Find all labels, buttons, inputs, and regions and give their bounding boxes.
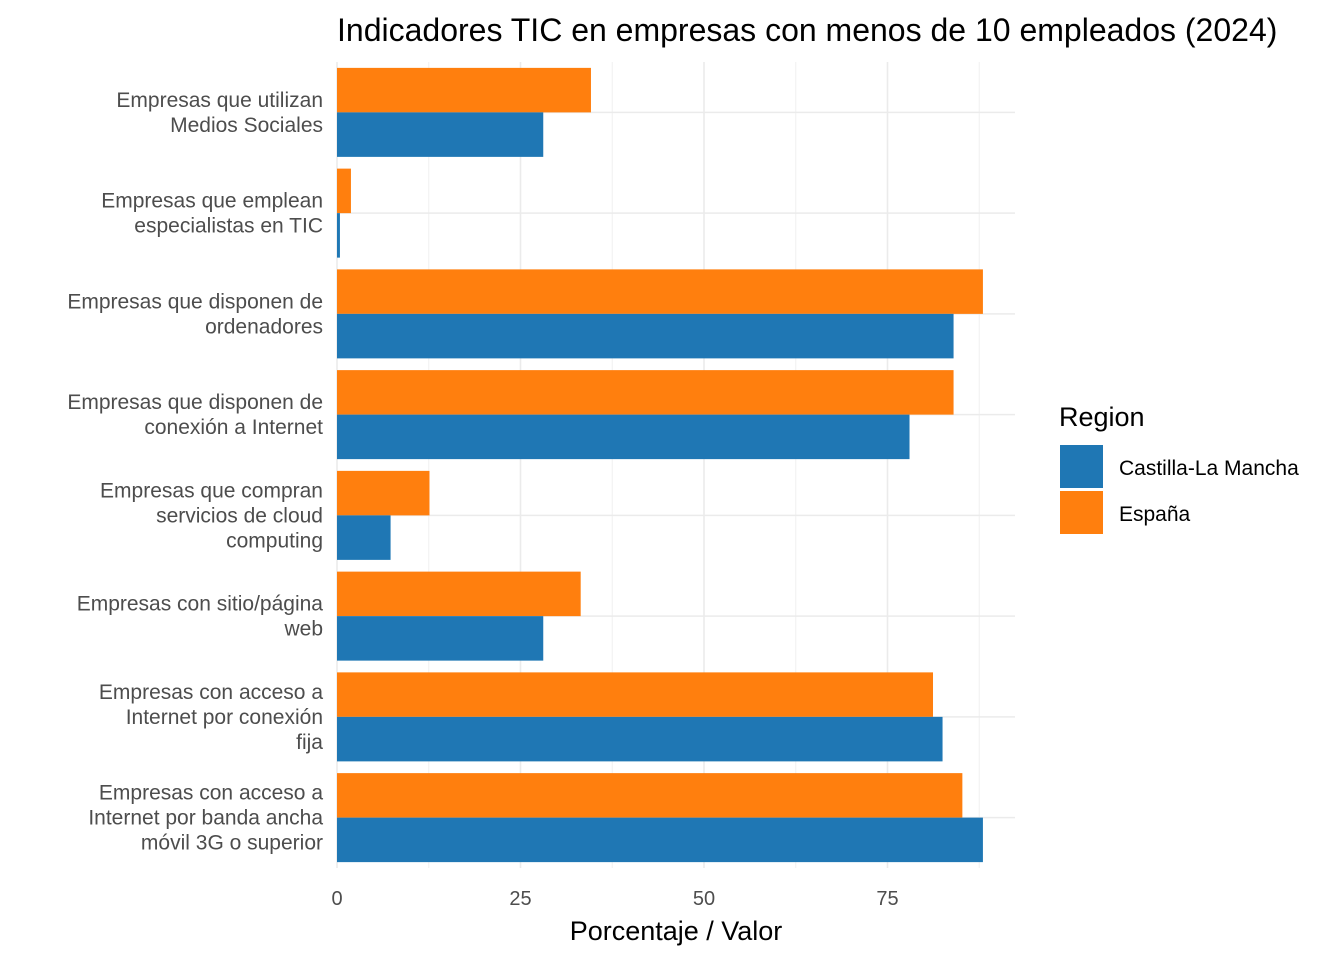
bar-castilla-la-mancha xyxy=(337,515,391,560)
x-tick-label: 75 xyxy=(876,888,898,910)
y-category-label: computing xyxy=(226,529,323,552)
y-category-label: Empresas con acceso a xyxy=(99,681,323,704)
y-category-label: Medios Sociales xyxy=(170,114,323,137)
y-category-label: Empresas que disponen de xyxy=(67,391,323,414)
legend-label: España xyxy=(1119,503,1191,526)
x-tick-label: 50 xyxy=(693,888,715,910)
y-category-label: ordenadores xyxy=(205,315,323,338)
y-category-label: Internet por banda ancha xyxy=(88,807,323,830)
y-category-label: conexión a Internet xyxy=(144,416,323,439)
bars xyxy=(337,67,983,863)
x-axis-title: Porcentaje / Valor xyxy=(570,916,783,946)
bar-espana xyxy=(337,773,963,818)
y-category-label: fija xyxy=(296,731,323,754)
bar-espana xyxy=(337,67,591,113)
legend-key xyxy=(1060,445,1103,488)
legend: Region Castilla-La Mancha España xyxy=(1059,402,1299,534)
x-tick-label: 25 xyxy=(509,888,531,910)
y-category-label: Empresas con sitio/página xyxy=(77,593,324,616)
y-category-label: Empresas con acceso a xyxy=(99,782,323,805)
bar-castilla-la-mancha xyxy=(337,616,544,661)
bar-espana xyxy=(337,672,934,717)
y-category-label: móvil 3G o superior xyxy=(141,832,323,855)
x-axis-ticks: 0 25 50 75 xyxy=(331,888,898,910)
bar-espana xyxy=(337,269,983,314)
bar-espana xyxy=(337,370,954,415)
y-category-label: Empresas que compran xyxy=(100,479,323,502)
bar-castilla-la-mancha xyxy=(337,213,340,258)
legend-key xyxy=(1060,491,1103,534)
bar-castilla-la-mancha xyxy=(337,414,910,460)
chart-title: Indicadores TIC en empresas con menos de… xyxy=(337,12,1277,48)
x-tick-label: 0 xyxy=(331,888,342,910)
y-category-label: Internet por conexión xyxy=(126,706,323,729)
y-category-label: especialistas en TIC xyxy=(134,215,323,238)
y-category-label: Empresas que disponen de xyxy=(67,290,323,313)
legend-title: Region xyxy=(1059,402,1145,432)
y-category-label: servicios de cloud xyxy=(156,504,323,527)
bar-espana xyxy=(337,470,430,516)
bar-castilla-la-mancha xyxy=(337,112,544,157)
y-category-label: web xyxy=(283,618,323,641)
bar-castilla-la-mancha xyxy=(337,817,983,863)
y-category-label: Empresas que utilizan xyxy=(116,89,323,112)
legend-label: Castilla-La Mancha xyxy=(1119,457,1299,480)
bar-espana xyxy=(337,571,581,617)
bar-castilla-la-mancha xyxy=(337,716,943,762)
bar-castilla-la-mancha xyxy=(337,313,954,359)
y-category-label: Empresas que emplean xyxy=(101,190,323,213)
bar-espana xyxy=(337,168,351,214)
